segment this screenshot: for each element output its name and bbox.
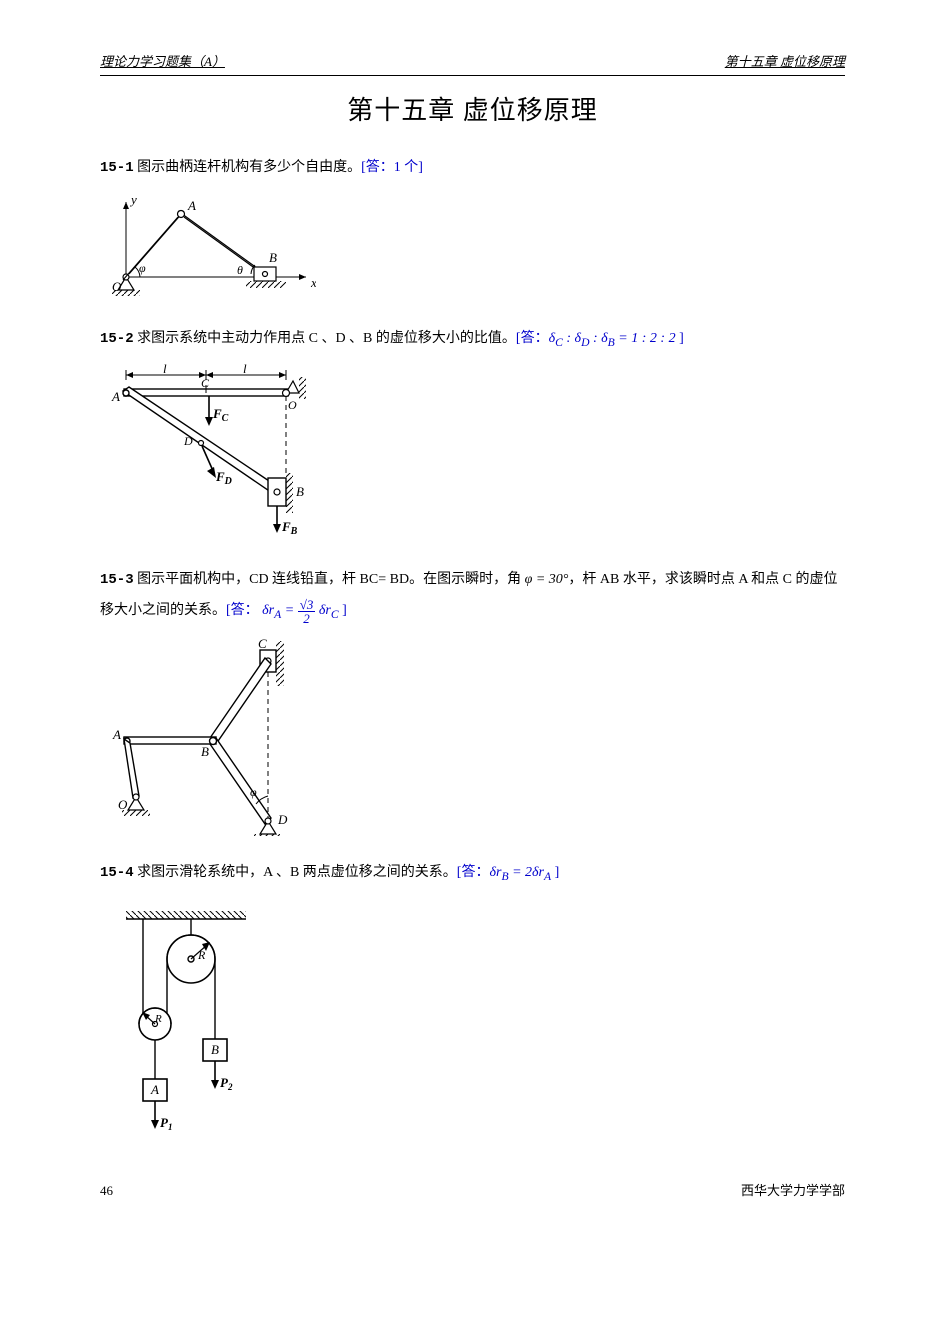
header-left: 理论力学习题集（A） bbox=[100, 50, 225, 73]
svg-text:A: A bbox=[112, 727, 121, 742]
svg-text:O: O bbox=[118, 797, 128, 812]
diagram-15-3: C B A O bbox=[106, 636, 845, 836]
diagram-15-1: x y O A B bbox=[106, 192, 845, 302]
svg-text:FD: FD bbox=[215, 469, 232, 487]
page-header: 理论力学习题集（A） 第十五章 虚位移原理 bbox=[100, 50, 845, 76]
footer-org: 西华大学力学学部 bbox=[741, 1179, 845, 1202]
problem-15-4: 15-4 求图示滑轮系统中，A 、B 两点虚位移之间的关系。[答：δrB = 2… bbox=[100, 858, 845, 1149]
svg-text:B: B bbox=[201, 744, 209, 759]
svg-text:FB: FB bbox=[281, 519, 298, 537]
problem-text: 15-3 图示平面机构中，CD 连线铅直，杆 BC= BD。在图示瞬时，角 φ … bbox=[100, 565, 845, 627]
svg-text:D: D bbox=[183, 434, 193, 448]
formula: δC : δD : δB = 1 : 2 : 2 bbox=[549, 331, 676, 346]
svg-text:B: B bbox=[296, 484, 304, 499]
svg-text:P1: P1 bbox=[160, 1115, 172, 1132]
svg-text:l: l bbox=[163, 363, 167, 376]
diagram-15-2: l l A C FC O D bbox=[106, 363, 845, 543]
answer: [答：1 个] bbox=[361, 160, 423, 175]
svg-text:P2: P2 bbox=[220, 1075, 233, 1092]
header-right: 第十五章 虚位移原理 bbox=[725, 50, 845, 73]
svg-text:l: l bbox=[243, 363, 247, 376]
svg-text:A: A bbox=[111, 389, 120, 404]
problem-15-1: 15-1 图示曲柄连杆机构有多少个自由度。[答：1 个] x y O bbox=[100, 153, 845, 302]
svg-text:B: B bbox=[269, 250, 277, 265]
problem-body: 求图示系统中主动力作用点 C 、D 、B 的虚位移大小的比值。 bbox=[134, 331, 516, 346]
svg-text:FC: FC bbox=[212, 406, 229, 424]
problem-num: 15-1 bbox=[100, 160, 134, 176]
answer: [答：δrB = 2δrA ] bbox=[457, 865, 559, 880]
svg-text:x: x bbox=[310, 275, 316, 290]
problem-text: 15-2 求图示系统中主动力作用点 C 、D 、B 的虚位移大小的比值。[答：δ… bbox=[100, 324, 845, 355]
svg-text:φ: φ bbox=[250, 785, 257, 799]
problem-body: 求图示滑轮系统中，A 、B 两点虚位移之间的关系。 bbox=[134, 865, 457, 880]
page-footer: 46 西华大学力学学部 bbox=[100, 1179, 845, 1202]
formula: δrA = √32 δrC bbox=[262, 603, 338, 618]
page-number: 46 bbox=[100, 1179, 113, 1202]
answer: [答：δC : δD : δB = 1 : 2 : 2 ] bbox=[516, 331, 684, 346]
svg-text:D: D bbox=[277, 812, 288, 827]
diagram-15-4: R R A P1 bbox=[106, 909, 845, 1149]
svg-text:C: C bbox=[258, 636, 267, 651]
problem-15-2: 15-2 求图示系统中主动力作用点 C 、D 、B 的虚位移大小的比值。[答：δ… bbox=[100, 324, 845, 543]
svg-text:φ: φ bbox=[139, 261, 146, 275]
chapter-title: 第十五章 虚位移原理 bbox=[100, 88, 845, 135]
svg-text:R: R bbox=[197, 948, 206, 962]
svg-text:y: y bbox=[129, 192, 137, 207]
svg-text:A: A bbox=[187, 198, 196, 213]
formula: δrB = 2δrA bbox=[489, 865, 551, 880]
svg-text:O: O bbox=[288, 398, 297, 412]
problem-num: 15-3 bbox=[100, 572, 134, 588]
svg-text:R: R bbox=[154, 1013, 162, 1025]
problem-text: 15-4 求图示滑轮系统中，A 、B 两点虚位移之间的关系。[答：δrB = 2… bbox=[100, 858, 845, 889]
svg-text:A: A bbox=[150, 1082, 159, 1097]
problem-num: 15-4 bbox=[100, 865, 134, 881]
problem-body-1: 图示平面机构中，CD 连线铅直，杆 BC= BD。在图示瞬时，角 bbox=[134, 572, 525, 587]
svg-text:B: B bbox=[211, 1042, 219, 1057]
problem-text: 15-1 图示曲柄连杆机构有多少个自由度。[答：1 个] bbox=[100, 153, 845, 184]
problem-body: 图示曲柄连杆机构有多少个自由度。 bbox=[134, 160, 362, 175]
svg-text:C: C bbox=[201, 376, 210, 390]
svg-text:θ: θ bbox=[237, 263, 243, 277]
problem-num: 15-2 bbox=[100, 331, 134, 347]
phi-value: φ = 30° bbox=[525, 572, 569, 587]
problem-15-3: 15-3 图示平面机构中，CD 连线铅直，杆 BC= BD。在图示瞬时，角 φ … bbox=[100, 565, 845, 835]
svg-text:O: O bbox=[112, 279, 122, 294]
answer: [答： δrA = √32 δrC ] bbox=[226, 603, 347, 618]
